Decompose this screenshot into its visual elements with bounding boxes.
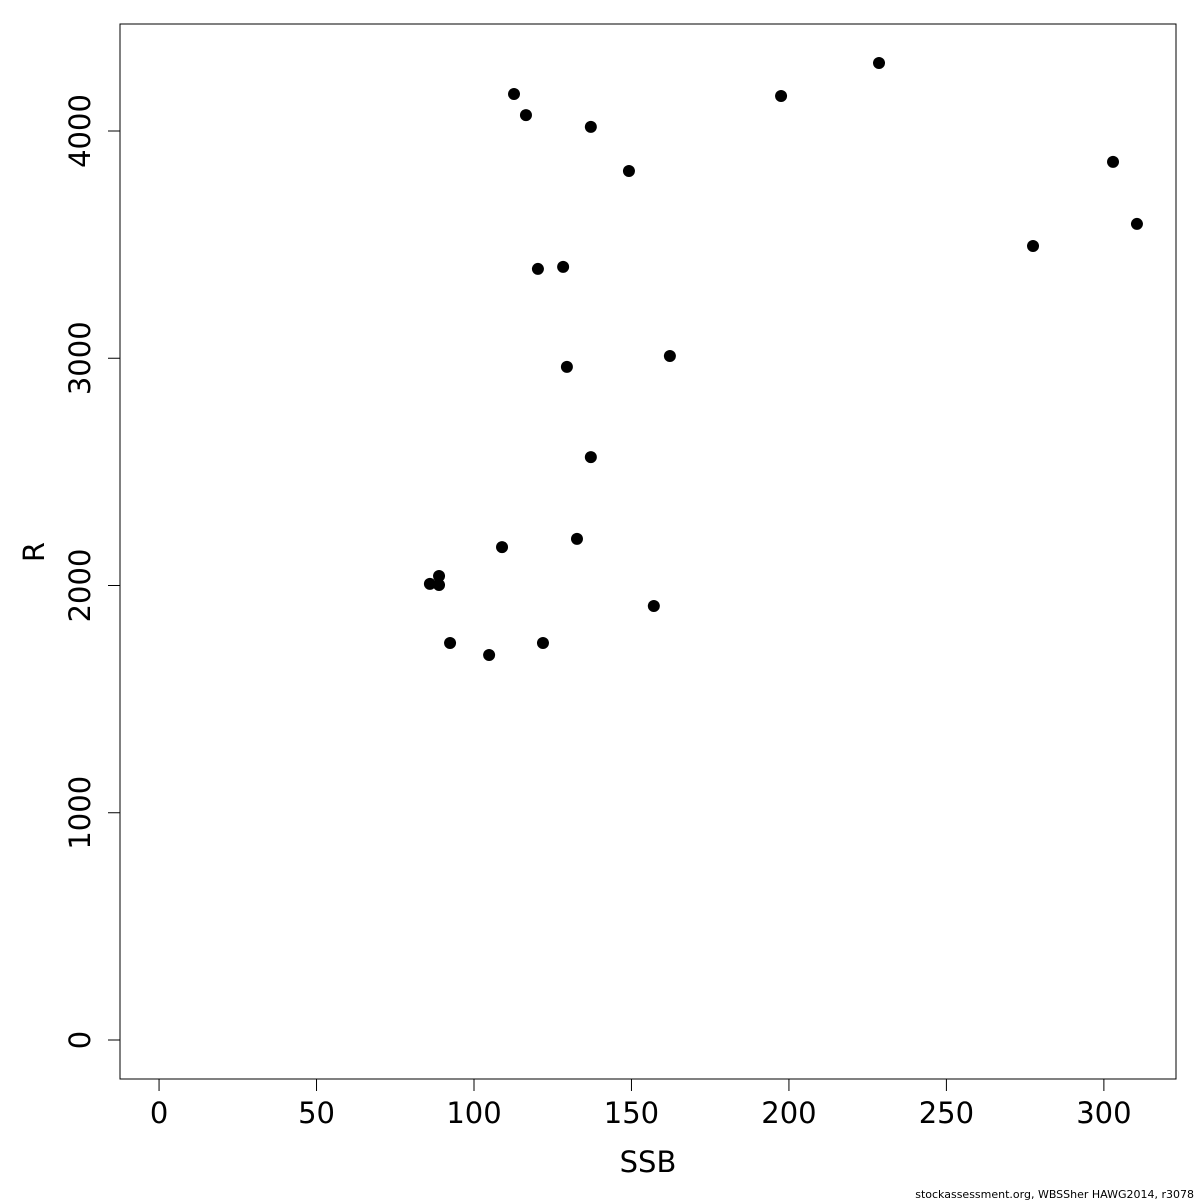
point bbox=[1130, 217, 1143, 230]
x-tick-label: 300 bbox=[1076, 1096, 1131, 1130]
point bbox=[444, 636, 457, 649]
y-tick-label: 1000 bbox=[63, 776, 97, 850]
x-axis-label: SSB bbox=[620, 1145, 677, 1179]
point bbox=[647, 599, 660, 612]
point bbox=[1027, 239, 1040, 252]
point bbox=[873, 57, 886, 70]
y-tick-label: 2000 bbox=[63, 549, 97, 623]
y-tick-label: 3000 bbox=[63, 321, 97, 395]
x-tick-label: 200 bbox=[761, 1096, 816, 1130]
point bbox=[622, 164, 635, 177]
footer: stockassessment.org, WBSSher HAWG2014, r… bbox=[915, 1188, 1194, 1200]
x-tick-label: 150 bbox=[604, 1096, 659, 1130]
point bbox=[584, 451, 597, 464]
point bbox=[483, 649, 496, 662]
point bbox=[496, 541, 509, 554]
x-tick-label: 50 bbox=[298, 1096, 335, 1130]
point bbox=[433, 569, 446, 582]
point bbox=[663, 349, 676, 362]
x-tick-label: 100 bbox=[446, 1096, 501, 1130]
y-axis-label: R bbox=[17, 542, 51, 562]
x-tick-label: 0 bbox=[150, 1096, 168, 1130]
point bbox=[1107, 155, 1120, 168]
x-tick-label: 250 bbox=[919, 1096, 974, 1130]
point bbox=[536, 636, 549, 649]
point bbox=[570, 532, 583, 545]
point bbox=[584, 120, 597, 133]
y-tick-label: 0 bbox=[63, 1031, 97, 1049]
point bbox=[433, 579, 446, 592]
point bbox=[519, 109, 532, 122]
plot-box bbox=[119, 23, 1177, 1080]
point bbox=[423, 577, 436, 590]
point bbox=[507, 87, 520, 100]
point bbox=[557, 260, 570, 273]
point bbox=[560, 360, 573, 373]
point bbox=[531, 262, 544, 275]
point bbox=[775, 89, 788, 102]
y-tick-label: 4000 bbox=[63, 94, 97, 168]
